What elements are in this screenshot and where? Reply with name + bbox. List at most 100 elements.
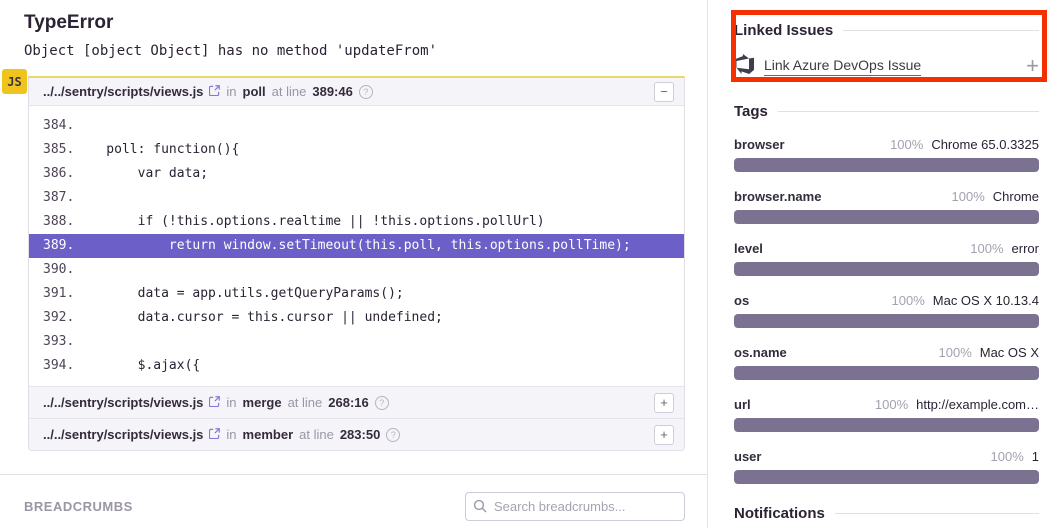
- expand-frame-button[interactable]: +: [654, 392, 674, 413]
- main-column: TypeError Object [object Object] has no …: [0, 12, 707, 521]
- code-line: 384.: [29, 114, 684, 138]
- collapse-frame-button[interactable]: −: [654, 81, 674, 102]
- tag-key: level: [734, 241, 763, 256]
- section-divider: [0, 474, 707, 475]
- tag-key: browser: [734, 137, 785, 152]
- tag-percent: 100%: [970, 241, 1004, 256]
- tag-distribution-bar[interactable]: [734, 210, 1039, 224]
- tag-row-os: os 100% Mac OS X 10.13.4: [734, 293, 1039, 328]
- line-number: 386.: [43, 166, 75, 181]
- line-number: 389.: [43, 238, 75, 253]
- frame-line: 283:50: [339, 427, 381, 442]
- platform-js-badge: JS: [2, 69, 27, 94]
- line-number: 394.: [43, 358, 75, 373]
- code-line: 393.: [29, 330, 684, 354]
- line-number: 384.: [43, 118, 75, 133]
- code-line: 388. if (!this.options.realtime || !this…: [29, 210, 684, 234]
- line-number: 388.: [43, 214, 75, 229]
- search-icon: [473, 499, 487, 518]
- code-context: 384. 385. poll: function(){ 386. var dat…: [29, 106, 684, 386]
- add-linked-issue-button[interactable]: +: [1026, 53, 1039, 78]
- stacktrace-container: ../../sentry/scripts/views.js in poll at…: [28, 76, 685, 451]
- question-circle-icon[interactable]: ?: [386, 427, 401, 442]
- code-line: 392. data.cursor = this.cursor || undefi…: [29, 306, 684, 330]
- tag-distribution-bar[interactable]: [734, 158, 1039, 172]
- frame-line: 389:46: [312, 84, 353, 99]
- linked-issues-heading: Linked Issues: [734, 22, 1039, 39]
- in-label: in: [226, 395, 237, 410]
- error-message: Object [object Object] has no method 'up…: [24, 43, 438, 59]
- external-link-icon[interactable]: [209, 84, 221, 99]
- tag-percent: 100%: [890, 137, 924, 152]
- tags-heading: Tags: [734, 103, 1039, 120]
- at-line-label: at line: [299, 427, 334, 442]
- question-circle-icon[interactable]: ?: [358, 84, 373, 99]
- tag-value[interactable]: error: [1011, 241, 1039, 256]
- frame-filename: ../../sentry/scripts/views.js: [43, 395, 204, 410]
- line-number: 390.: [43, 262, 75, 277]
- code-text: poll: function(){: [75, 142, 240, 157]
- tag-distribution-bar[interactable]: [734, 418, 1039, 432]
- code-line: 385. poll: function(){: [29, 138, 684, 162]
- breadcrumbs-header: BREADCRUMBS: [24, 492, 685, 521]
- stack-frame-header-merge[interactable]: ../../sentry/scripts/views.js in merge a…: [29, 386, 684, 418]
- tag-row-user: user 100% 1: [734, 449, 1039, 484]
- linked-issues-row: Link Azure DevOps Issue +: [734, 53, 1039, 79]
- tag-value[interactable]: http://example.com…: [916, 397, 1039, 412]
- code-line: 390.: [29, 258, 684, 282]
- line-number: 391.: [43, 286, 75, 301]
- stacktrace: JS ../../sentry/scripts/views.js in poll…: [2, 69, 685, 451]
- external-link-icon[interactable]: [209, 395, 221, 410]
- tag-row-browser: browser 100% Chrome 65.0.3325: [734, 137, 1039, 172]
- line-number: 387.: [43, 190, 75, 205]
- frame-filename: ../../sentry/scripts/views.js: [43, 84, 204, 99]
- breadcrumbs-title: BREADCRUMBS: [24, 499, 133, 514]
- azure-devops-icon: [734, 53, 754, 79]
- code-line: 391. data = app.utils.getQueryParams();: [29, 282, 684, 306]
- tag-percent: 100%: [874, 397, 909, 412]
- tag-key: os: [734, 293, 750, 308]
- code-text: data.cursor = this.cursor || undefined;: [75, 310, 443, 325]
- tag-distribution-bar[interactable]: [734, 366, 1039, 380]
- code-text: var data;: [75, 166, 209, 181]
- notifications-heading: Notifications: [734, 505, 1039, 522]
- frame-filename: ../../sentry/scripts/views.js: [43, 427, 204, 442]
- code-text: data = app.utils.getQueryParams();: [75, 286, 404, 301]
- in-label: in: [226, 427, 237, 442]
- tag-distribution-bar[interactable]: [734, 262, 1039, 276]
- tag-value[interactable]: 1: [1031, 449, 1039, 464]
- stack-frame-header-poll[interactable]: ../../sentry/scripts/views.js in poll at…: [29, 78, 684, 106]
- expand-frame-button[interactable]: +: [654, 424, 674, 445]
- link-azure-devops-issue-link[interactable]: Link Azure DevOps Issue: [764, 57, 922, 76]
- tag-value[interactable]: Chrome 65.0.3325: [931, 137, 1039, 152]
- in-label: in: [226, 84, 237, 99]
- line-number: 392.: [43, 310, 75, 325]
- frame-function: member: [242, 427, 294, 442]
- tag-value[interactable]: Mac OS X 10.13.4: [932, 293, 1039, 308]
- tag-distribution-bar[interactable]: [734, 470, 1039, 484]
- tag-row-url: url 100% http://example.com…: [734, 397, 1039, 432]
- tag-key: browser.name: [734, 189, 822, 204]
- line-number: 393.: [43, 334, 75, 349]
- at-line-label: at line: [287, 395, 323, 410]
- at-line-label: at line: [271, 84, 307, 99]
- frame-line: 268:16: [328, 395, 369, 410]
- frame-function: merge: [242, 395, 282, 410]
- tag-key: url: [734, 397, 751, 412]
- search-breadcrumbs-input[interactable]: [465, 492, 685, 521]
- tag-distribution-bar[interactable]: [734, 314, 1039, 328]
- tag-row-level: level 100% error: [734, 241, 1039, 276]
- code-line: 394. $.ajax({: [29, 354, 684, 378]
- tag-key: user: [734, 449, 762, 464]
- tag-value[interactable]: Mac OS X: [979, 345, 1039, 360]
- external-link-icon[interactable]: [209, 427, 221, 442]
- tag-percent: 100%: [951, 189, 985, 204]
- stack-frame-header-member[interactable]: ../../sentry/scripts/views.js in member …: [29, 418, 684, 450]
- tag-value[interactable]: Chrome: [992, 189, 1039, 204]
- question-circle-icon[interactable]: ?: [374, 395, 389, 410]
- code-text: return window.setTimeout(this.poll, this…: [75, 238, 631, 253]
- tag-percent: 100%: [938, 345, 972, 360]
- breadcrumbs-search: [465, 492, 685, 521]
- frame-function: poll: [242, 84, 266, 99]
- sidebar: Linked Issues Link Azure DevOps Issue + …: [707, 0, 1055, 528]
